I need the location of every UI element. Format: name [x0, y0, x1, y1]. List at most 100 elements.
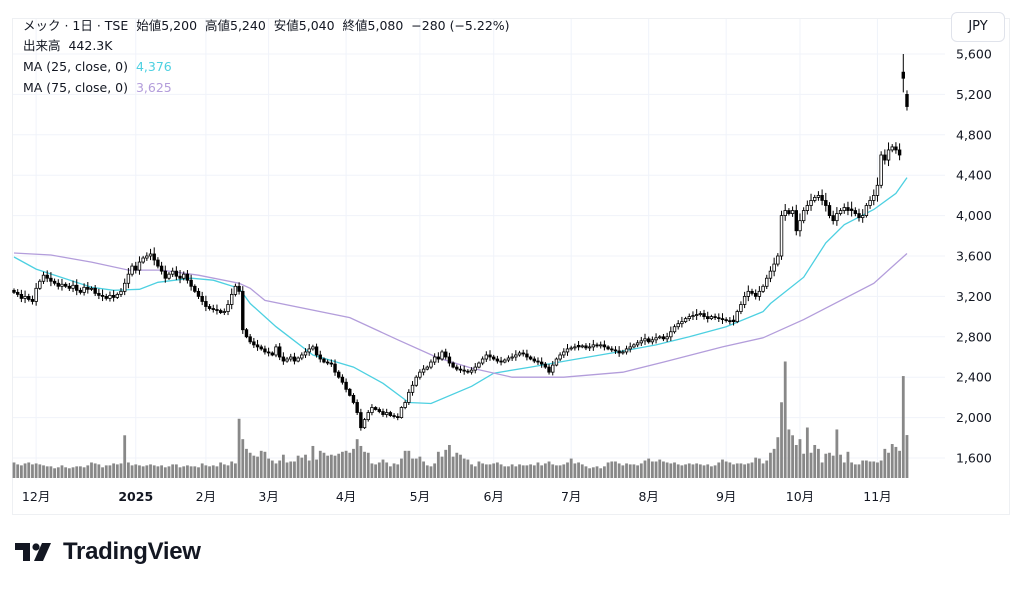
volume-bar	[507, 466, 510, 478]
volume-bar	[665, 462, 669, 478]
ma75-legend[interactable]: MA (75, close, 0) 3,625	[23, 78, 172, 97]
candle-down	[270, 352, 274, 356]
volume-bar	[411, 458, 414, 478]
volume-bar	[34, 463, 38, 478]
volume-bar	[639, 463, 643, 478]
candle-down	[543, 363, 548, 368]
volume-bar	[429, 466, 433, 478]
candle-up	[71, 284, 75, 289]
volume-bar	[765, 460, 769, 478]
candle-down	[355, 402, 359, 413]
y-tick-label: 2,000	[956, 410, 992, 425]
volume-bar	[750, 462, 754, 478]
candle-up	[119, 290, 123, 295]
candle-down	[794, 210, 798, 232]
volume-bar	[577, 462, 580, 478]
volume-bar	[418, 456, 422, 478]
volume-bar	[621, 465, 625, 478]
ma25-legend[interactable]: MA (25, close, 0) 4,376	[23, 57, 172, 76]
volume-bar	[470, 464, 473, 478]
candle-down	[193, 285, 197, 292]
candle-down	[455, 366, 459, 370]
candle-down	[610, 348, 614, 351]
candle-up	[311, 346, 315, 350]
candle-down	[849, 208, 854, 211]
candle-up	[425, 366, 429, 370]
candle-down	[340, 376, 345, 383]
volume-bar	[769, 452, 772, 478]
volume-bar	[222, 464, 226, 478]
volume-bar	[628, 464, 632, 478]
volume-bar	[805, 427, 809, 478]
volume-bar	[341, 451, 344, 478]
candle-down	[787, 210, 791, 214]
volume-bar	[802, 453, 806, 478]
x-tick-label: 5月	[410, 489, 430, 504]
candle-down	[248, 336, 252, 343]
candle-up	[639, 340, 643, 344]
candle-up	[735, 311, 739, 323]
volume-bar	[772, 448, 776, 478]
candle-up	[510, 356, 514, 359]
volume-bar	[481, 463, 485, 478]
volume-bar	[53, 468, 56, 478]
volume-bar	[654, 461, 658, 478]
candle-up	[569, 347, 573, 350]
x-tick-label: 11月	[863, 489, 891, 504]
volume-bar	[407, 450, 411, 478]
candle-up	[790, 210, 795, 214]
volume-bar	[278, 460, 282, 478]
volume-bar	[776, 437, 780, 478]
volume-bar	[492, 463, 496, 478]
volume-bar	[584, 466, 588, 478]
volume-bar	[241, 439, 245, 478]
candle-down	[27, 295, 31, 300]
candle-down	[45, 274, 49, 279]
volume-bar	[108, 465, 112, 478]
ma25-label: MA (25, close, 0)	[23, 59, 129, 74]
candle-down	[337, 371, 341, 378]
price-chart[interactable]: 5,600 5,200 4,800 4,400 4,000 3,600 3,200 2,800…	[0, 0, 1024, 530]
candle-down	[93, 287, 97, 294]
candle-down	[344, 381, 348, 390]
candle-up	[742, 295, 747, 305]
volume-bar	[311, 445, 315, 478]
candle-up	[469, 369, 474, 373]
candle-up	[694, 314, 699, 316]
low-label: 安値	[273, 18, 299, 33]
candle-down	[100, 294, 105, 297]
volume-bar	[156, 466, 160, 478]
volume-bar	[706, 464, 710, 478]
candle-up	[757, 290, 762, 297]
volume-bar	[422, 461, 425, 478]
open-label: 始値	[136, 18, 162, 33]
volume-bar	[824, 453, 828, 478]
candle-up	[222, 311, 227, 313]
volume-bar	[126, 462, 130, 478]
candle-down	[97, 292, 101, 296]
candle-up	[89, 287, 94, 290]
candle-down	[547, 366, 551, 373]
volume-bar	[167, 466, 171, 478]
volume-bar	[883, 448, 887, 478]
candle-down	[67, 285, 72, 289]
volume-bar	[868, 461, 872, 478]
candle-up	[429, 361, 433, 368]
candle-down	[200, 295, 204, 302]
candle-down	[63, 283, 68, 287]
ma75-line	[13, 252, 908, 378]
volume-bar	[724, 461, 728, 478]
volume-bar	[134, 464, 138, 478]
candle-down	[824, 200, 828, 206]
y-tick-label: 4,800	[956, 127, 992, 142]
volume-bar	[532, 465, 536, 478]
candle-up	[768, 270, 773, 279]
currency-button[interactable]: JPY	[951, 12, 1005, 42]
volume-value: 442.3K	[68, 38, 113, 53]
volume-bar	[90, 462, 93, 478]
candle-up	[816, 194, 821, 198]
volume-bar	[794, 444, 798, 478]
volume-bar	[270, 460, 274, 478]
tradingview-logo[interactable]: TradingView	[15, 538, 201, 566]
candle-up	[403, 402, 407, 408]
